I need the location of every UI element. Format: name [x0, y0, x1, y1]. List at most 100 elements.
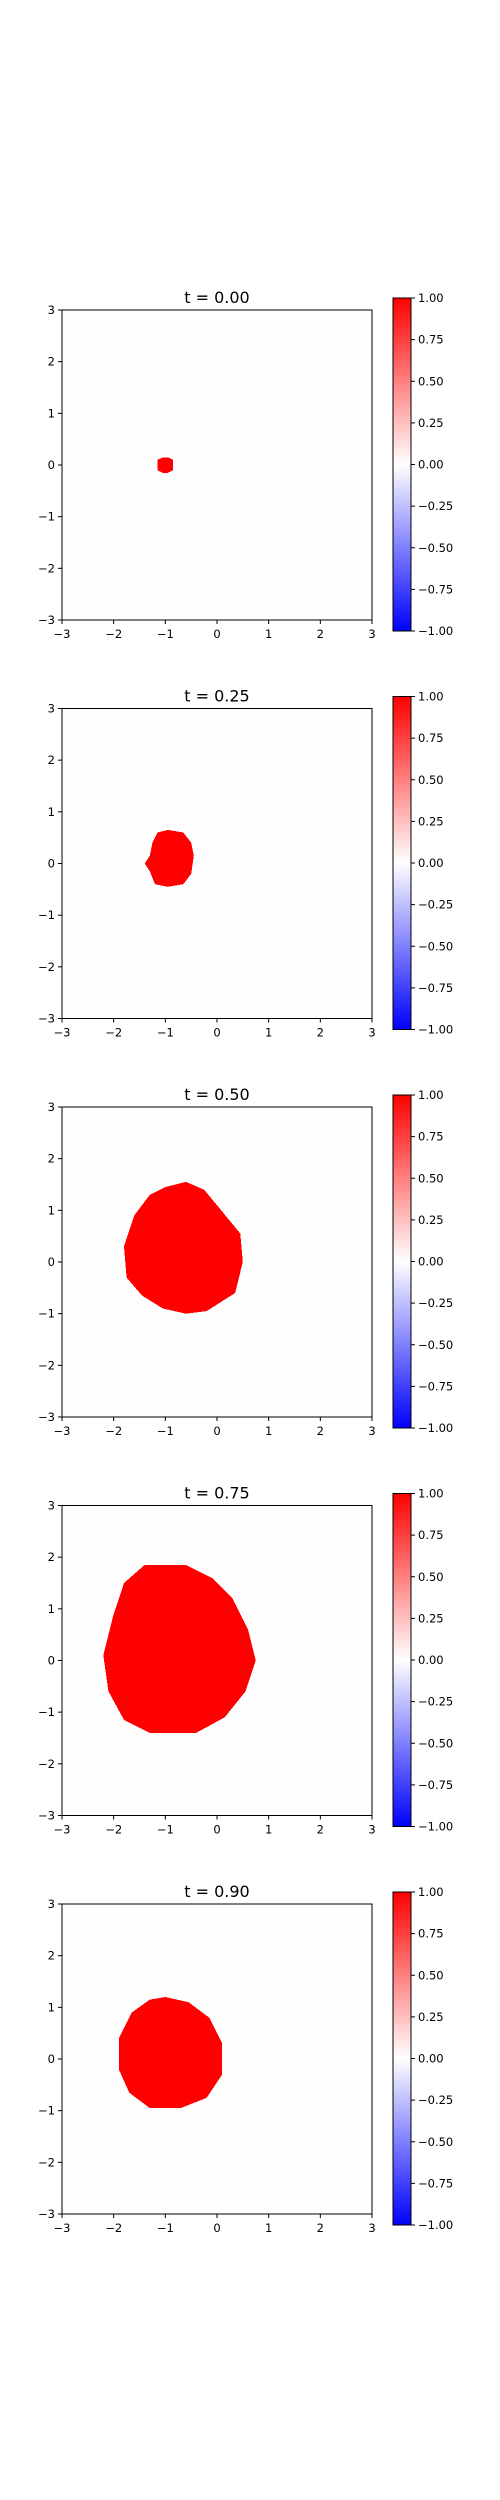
y-tick-label: 2 — [48, 1152, 55, 1166]
y-tick-label: −1 — [38, 1307, 55, 1321]
colorbar-tick-label: 0.50 — [418, 374, 444, 388]
y-tick-label: −2 — [38, 960, 55, 974]
x-tick-label: 1 — [265, 1823, 272, 1837]
x-tick-label: −2 — [105, 1026, 122, 1040]
y-tick-label: 1 — [48, 1203, 55, 1217]
colorbar-tick-label: −0.25 — [418, 499, 453, 513]
y-tick-label: −3 — [38, 1410, 55, 1424]
chart-title: t = 0.90 — [184, 1882, 249, 1901]
x-tick-label: −3 — [54, 1424, 71, 1438]
colorbar-tick-label: −0.50 — [418, 939, 453, 953]
colorbar-tick-label: −0.25 — [418, 898, 453, 912]
x-tick-label: 2 — [317, 627, 324, 641]
y-tick-label: 0 — [48, 1255, 55, 1269]
heatmap-region — [118, 1997, 223, 2109]
colorbar-tick-label: −0.75 — [418, 981, 453, 995]
colorbar-tick-label: 0.75 — [418, 333, 444, 347]
x-tick-label: 3 — [368, 2221, 375, 2235]
heatmap-region — [157, 457, 174, 473]
colorbar — [392, 696, 412, 1030]
y-tick-label: 3 — [48, 303, 55, 317]
chart-title: t = 0.00 — [184, 288, 249, 307]
colorbar — [392, 1891, 412, 2226]
x-tick-label: 0 — [213, 1823, 220, 1837]
y-tick-label: 0 — [48, 458, 55, 472]
colorbar — [392, 1094, 412, 1429]
x-tick-label: 3 — [368, 1424, 375, 1438]
colorbar-tick-label: 0.00 — [418, 2052, 444, 2066]
y-tick-label: 2 — [48, 1949, 55, 1963]
x-tick-label: −1 — [157, 1424, 174, 1438]
colorbar-tick-label: −0.25 — [418, 2093, 453, 2107]
colorbar-tick-label: 0.75 — [418, 1927, 444, 1941]
colorbar-tick-label: −0.75 — [418, 582, 453, 596]
x-tick-label: −3 — [54, 627, 71, 641]
x-tick-label: −1 — [157, 1026, 174, 1040]
colorbar-tick-label: −0.75 — [418, 2176, 453, 2190]
x-tick-label: −2 — [105, 627, 122, 641]
colorbar-tick-label: −0.50 — [418, 2135, 453, 2149]
y-tick-label: −2 — [38, 561, 55, 575]
y-tick-label: 1 — [48, 805, 55, 819]
chart-panel-1: −3 −2 −1 0 1 2 3 −3 −2 −1 0 1 2 3 t = 0.25 1.00 0.75 0.50… — [38, 687, 453, 1040]
x-tick-label: 0 — [213, 1424, 220, 1438]
chart-title: t = 0.50 — [184, 1085, 249, 1104]
y-tick-label: −2 — [38, 2155, 55, 2169]
colorbar-tick-label: 1.00 — [418, 1088, 444, 1102]
y-tick-label: 0 — [48, 1654, 55, 1668]
chart-title: t = 0.75 — [184, 1484, 249, 1503]
y-tick-label: −1 — [38, 2104, 55, 2118]
y-tick-label: 1 — [48, 1602, 55, 1616]
x-tick-label: 3 — [368, 627, 375, 641]
y-tick-label: 2 — [48, 753, 55, 767]
heatmap-background — [62, 310, 372, 620]
chart-panel-3: −3 −2 −1 0 1 2 3 −3 −2 −1 0 1 2 3 t = 0.75 1.00 0.75 0.50… — [38, 1484, 453, 1837]
y-tick-label: 1 — [48, 406, 55, 420]
y-tick-label: −3 — [38, 1809, 55, 1823]
y-tick-label: 3 — [48, 1897, 55, 1911]
colorbar-tick-label: −0.50 — [418, 1736, 453, 1750]
y-tick-label: 3 — [48, 702, 55, 716]
colorbar-tick-label: 0.25 — [418, 2010, 444, 2024]
colorbar-tick-label: −0.25 — [418, 1296, 453, 1310]
x-tick-label: 3 — [368, 1026, 375, 1040]
y-tick-label: −2 — [38, 1358, 55, 1372]
x-tick-label: −3 — [54, 1026, 71, 1040]
colorbar-tick-label: 1.00 — [418, 291, 444, 305]
colorbar-tick-label: 0.50 — [418, 1570, 444, 1584]
colorbar-tick-label: 0.75 — [418, 731, 444, 745]
y-tick-label: −3 — [38, 2207, 55, 2221]
chart-title: t = 0.25 — [184, 687, 249, 706]
colorbar-tick-label: 0.50 — [418, 1968, 444, 1982]
x-tick-label: 2 — [317, 1823, 324, 1837]
colorbar — [392, 297, 412, 632]
colorbar-tick-label: −1.00 — [418, 1820, 453, 1834]
y-tick-label: −3 — [38, 613, 55, 627]
chart-panel-4: −3 −2 −1 0 1 2 3 −3 −2 −1 0 1 2 3 t = 0.90 1.00 0.75 0.50… — [38, 1882, 453, 2235]
x-tick-label: 1 — [265, 1026, 272, 1040]
y-tick-label: 3 — [48, 1499, 55, 1513]
heatmap-background — [62, 708, 372, 1019]
chart-panel-0: −3 −2 −1 0 1 2 3 −3 −2 −1 0 1 2 3 t = 0.00 1.00 0.75 0.50… — [38, 288, 453, 641]
x-tick-label: 0 — [213, 1026, 220, 1040]
x-tick-label: 2 — [317, 1026, 324, 1040]
x-tick-label: 1 — [265, 627, 272, 641]
x-tick-label: −3 — [54, 2221, 71, 2235]
colorbar-tick-label: −1.00 — [418, 624, 453, 638]
x-tick-label: 2 — [317, 1424, 324, 1438]
colorbar-tick-label: 0.00 — [418, 1653, 444, 1667]
colorbar-tick-label: 0.25 — [418, 1213, 444, 1227]
colorbar-tick-label: 0.50 — [418, 773, 444, 787]
colorbar-tick-label: −0.25 — [418, 1695, 453, 1709]
heatmap-region — [124, 1181, 243, 1314]
colorbar-tick-label: −0.75 — [418, 1778, 453, 1792]
x-tick-label: 0 — [213, 627, 220, 641]
colorbar-tick-label: 0.00 — [418, 458, 444, 472]
y-tick-label: −2 — [38, 1757, 55, 1771]
colorbar-tick-label: 0.00 — [418, 856, 444, 870]
heatmap-region — [103, 1564, 256, 1733]
y-tick-label: −1 — [38, 510, 55, 524]
colorbar-tick-label: −0.50 — [418, 541, 453, 555]
colorbar-tick-label: −0.75 — [418, 1379, 453, 1393]
x-tick-label: −2 — [105, 1823, 122, 1837]
